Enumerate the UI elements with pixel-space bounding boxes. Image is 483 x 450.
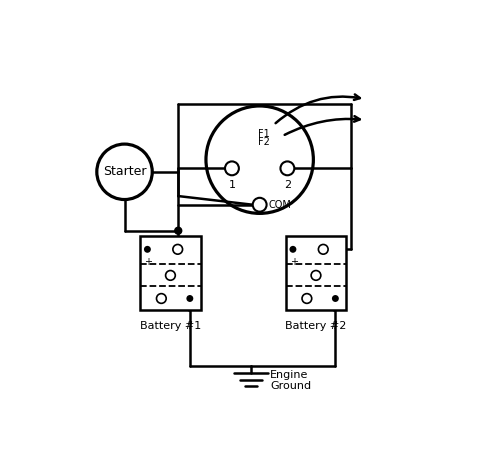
Text: Engine
Ground: Engine Ground xyxy=(270,369,311,391)
Circle shape xyxy=(175,227,182,234)
Text: 2: 2 xyxy=(284,180,291,190)
Bar xyxy=(285,236,346,310)
Text: +: + xyxy=(144,257,153,267)
Text: F1: F1 xyxy=(258,129,270,139)
Text: -: - xyxy=(187,306,191,316)
Circle shape xyxy=(289,246,297,253)
Text: Battery #2: Battery #2 xyxy=(285,321,347,331)
Text: F2: F2 xyxy=(258,137,270,147)
Text: COM: COM xyxy=(269,200,291,210)
Circle shape xyxy=(253,198,267,212)
Circle shape xyxy=(173,244,183,254)
Text: -: - xyxy=(333,306,336,316)
Circle shape xyxy=(318,244,328,254)
Circle shape xyxy=(156,294,166,303)
Circle shape xyxy=(186,295,193,302)
Circle shape xyxy=(225,162,239,176)
Circle shape xyxy=(311,270,321,280)
Circle shape xyxy=(97,144,152,199)
Circle shape xyxy=(302,294,312,303)
Text: 1: 1 xyxy=(228,180,235,190)
Text: +: + xyxy=(290,257,298,267)
Bar xyxy=(140,236,201,310)
Circle shape xyxy=(166,270,175,280)
Text: Battery #1: Battery #1 xyxy=(140,321,201,331)
Circle shape xyxy=(332,295,339,302)
Text: Starter: Starter xyxy=(103,165,146,178)
Circle shape xyxy=(281,162,294,176)
Circle shape xyxy=(144,246,151,253)
